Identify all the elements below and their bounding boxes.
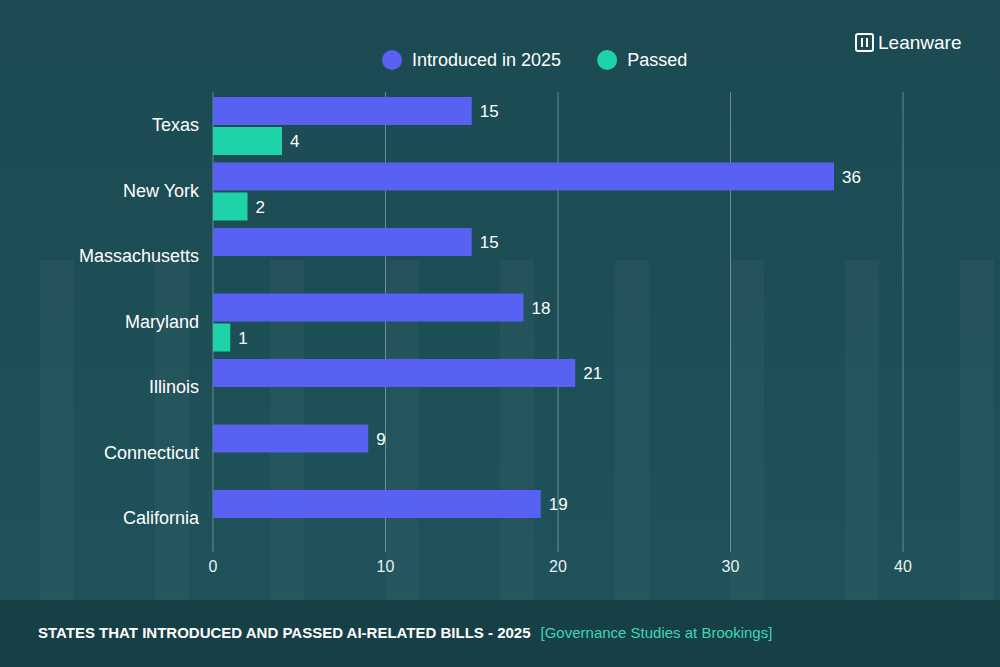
bar (213, 425, 368, 453)
logo-icon (861, 38, 863, 47)
logo: Leanware (856, 32, 961, 53)
legend-label: Introduced in 2025 (412, 50, 561, 70)
title: STATES THAT INTRODUCED AND PASSED AI-REL… (38, 624, 531, 641)
tick-label: 20 (549, 558, 567, 575)
bar (213, 163, 834, 191)
legend-label: Passed (627, 50, 687, 70)
decor (845, 260, 879, 600)
category-label: Maryland (125, 312, 199, 332)
title-band (0, 600, 1000, 667)
logo-text: Leanware (878, 32, 961, 53)
data-label: 9 (376, 430, 385, 449)
data-label: 2 (256, 198, 265, 217)
category-label: New York (123, 181, 200, 201)
bar (213, 490, 541, 518)
chart: 0 10 20 30 40 Texas 15 4 New York 36 2 Massachusett… (0, 0, 1000, 667)
bars (213, 97, 834, 518)
data-label: 36 (842, 168, 861, 187)
tick-label: 0 (209, 558, 218, 575)
data-label: 19 (549, 495, 568, 514)
logo-icon (866, 38, 868, 47)
background (0, 0, 1000, 667)
legend-swatch (597, 50, 617, 70)
grid-line (385, 92, 386, 552)
labels: Texas 15 4 New York 36 2 Massachusetts 15 Maryla… (79, 102, 861, 528)
legend-swatch (382, 50, 402, 70)
tick-label: 40 (894, 558, 912, 575)
data-label: 15 (480, 102, 499, 121)
data-label: 18 (532, 299, 551, 318)
grid-line (213, 92, 214, 552)
bar (213, 324, 230, 352)
data-label: 4 (290, 132, 299, 151)
tick-label: 10 (377, 558, 395, 575)
grid-line (558, 92, 559, 552)
decor (730, 260, 764, 600)
grid-line (730, 92, 731, 552)
decor (960, 260, 994, 600)
bar (213, 359, 575, 387)
category-label: Texas (152, 115, 199, 135)
category-label: Illinois (149, 377, 199, 397)
legend: Introduced in 2025 Passed (382, 50, 687, 70)
bar (213, 97, 472, 125)
decor (615, 260, 649, 600)
grid-line (903, 92, 904, 552)
category-label: Massachusetts (79, 246, 199, 266)
bar (213, 228, 472, 256)
bar (213, 127, 282, 155)
data-label: 21 (583, 364, 602, 383)
bar (213, 193, 248, 221)
bar (213, 294, 524, 322)
source: [Governance Studies at Brookings] (541, 624, 773, 641)
category-label: Connecticut (104, 443, 199, 463)
decor (40, 260, 74, 600)
logo-icon (856, 34, 873, 51)
tick-label: 30 (722, 558, 740, 575)
data-label: 1 (238, 329, 247, 348)
category-label: California (123, 508, 200, 528)
data-label: 15 (480, 233, 499, 252)
grid: 0 10 20 30 40 (209, 92, 912, 575)
